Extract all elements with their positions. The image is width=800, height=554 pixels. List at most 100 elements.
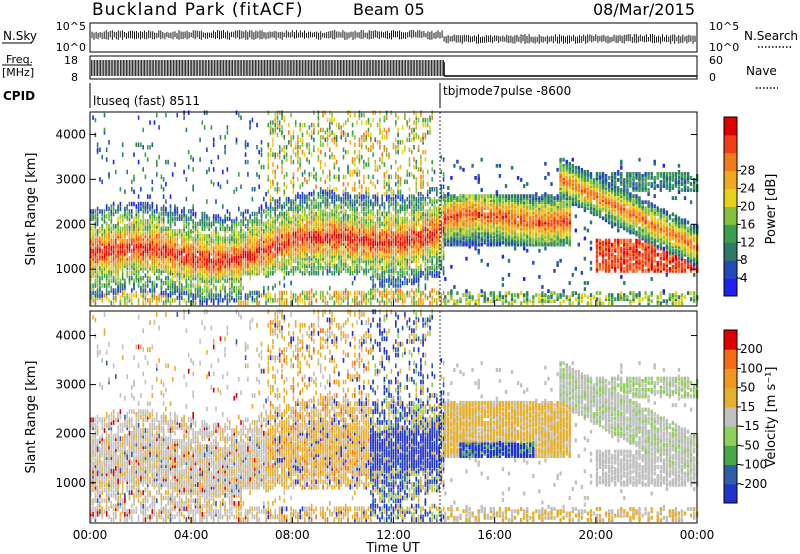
heatmap-cell bbox=[342, 238, 345, 244]
heatmap-cell bbox=[347, 229, 349, 234]
heatmap-cell bbox=[197, 288, 199, 293]
heatmap-cell bbox=[269, 214, 272, 219]
heatmap-cell bbox=[354, 142, 356, 147]
heatmap-cell bbox=[333, 263, 336, 269]
heatmap-cell bbox=[124, 224, 126, 229]
heatmap-cell bbox=[333, 199, 336, 204]
heatmap-cell bbox=[379, 211, 381, 217]
heatmap-cell bbox=[137, 219, 140, 224]
heatmap-cell bbox=[365, 251, 367, 256]
heatmap-cell bbox=[110, 211, 113, 217]
heatmap-cell bbox=[354, 251, 356, 256]
heatmap-cell bbox=[238, 172, 240, 177]
heatmap-cell bbox=[315, 251, 317, 256]
heatmap-cell bbox=[162, 280, 165, 286]
heatmap-cell bbox=[240, 229, 242, 234]
heatmap-cell bbox=[185, 300, 188, 306]
heatmap-cell bbox=[108, 206, 110, 212]
heatmap-cell bbox=[354, 256, 356, 261]
heatmap-cell bbox=[160, 293, 163, 298]
heatmap-cell bbox=[319, 211, 322, 217]
heatmap-cell bbox=[194, 229, 197, 234]
heatmap-cell bbox=[253, 226, 256, 231]
heatmap-cell bbox=[190, 229, 192, 234]
heatmap-cell bbox=[388, 209, 390, 214]
heatmap-cell bbox=[244, 256, 247, 261]
heatmap-cell bbox=[176, 256, 179, 261]
heatmap-cell bbox=[376, 268, 379, 273]
heatmap-cell bbox=[105, 268, 108, 273]
heatmap-cell bbox=[342, 231, 345, 236]
heatmap-cell bbox=[331, 258, 333, 264]
heatmap-cell bbox=[108, 229, 110, 234]
heatmap-cell bbox=[90, 211, 92, 217]
heatmap-cell bbox=[399, 221, 402, 227]
heatmap-cell bbox=[224, 214, 226, 219]
heatmap-cell bbox=[146, 258, 149, 264]
heatmap-cell bbox=[181, 231, 183, 236]
heatmap-cell bbox=[135, 236, 138, 241]
heatmap-cell bbox=[326, 243, 329, 249]
heatmap-cell bbox=[119, 246, 122, 251]
heatmap-cell bbox=[94, 214, 97, 219]
heatmap-cell bbox=[169, 233, 172, 239]
heatmap-cell bbox=[167, 280, 169, 286]
heatmap-cell bbox=[194, 248, 197, 254]
heatmap-cell bbox=[178, 295, 181, 301]
heatmap-cell bbox=[283, 263, 286, 269]
heatmap-cell bbox=[197, 241, 199, 246]
heatmap-cell bbox=[324, 233, 327, 239]
heatmap-cell bbox=[379, 266, 381, 271]
heatmap-cell bbox=[379, 140, 381, 145]
heatmap-cell bbox=[335, 226, 338, 231]
heatmap-cell bbox=[263, 253, 265, 259]
heatmap-cell bbox=[142, 243, 144, 249]
heatmap-cell bbox=[324, 251, 327, 256]
heatmap-cell bbox=[272, 236, 274, 241]
heatmap-cell bbox=[342, 290, 345, 296]
heatmap-cell bbox=[290, 159, 292, 165]
heatmap-cell bbox=[208, 273, 210, 278]
heatmap-cell bbox=[115, 256, 117, 261]
heatmap-cell bbox=[331, 199, 333, 204]
heatmap-cell bbox=[278, 196, 281, 202]
heatmap-cell bbox=[278, 238, 281, 244]
heatmap-cell bbox=[269, 125, 272, 130]
heatmap-cell bbox=[192, 184, 194, 189]
heatmap-cell bbox=[206, 241, 208, 246]
heatmap-cell bbox=[158, 233, 160, 239]
heatmap-cell bbox=[301, 219, 304, 224]
heatmap-cell bbox=[210, 179, 213, 185]
heatmap-cell bbox=[101, 233, 103, 239]
heatmap-cell bbox=[290, 295, 292, 301]
heatmap-cell bbox=[283, 233, 286, 239]
heatmap-cell bbox=[313, 236, 315, 241]
heatmap-cell bbox=[260, 211, 263, 217]
heatmap-cell bbox=[117, 285, 119, 291]
heatmap-cell bbox=[201, 256, 204, 261]
heatmap-cell bbox=[313, 174, 315, 180]
heatmap-cell bbox=[228, 293, 231, 298]
heatmap-cell bbox=[356, 172, 358, 177]
heatmap-cell bbox=[121, 152, 124, 157]
heatmap-cell bbox=[299, 206, 301, 212]
heatmap-cell bbox=[326, 248, 329, 254]
heatmap-cell bbox=[365, 187, 367, 192]
heatmap-cell bbox=[281, 115, 283, 120]
heatmap-cell bbox=[258, 263, 260, 269]
heatmap-cell bbox=[294, 216, 297, 222]
heatmap-cell bbox=[306, 261, 308, 266]
heatmap-cell bbox=[269, 209, 272, 214]
heatmap-cell bbox=[269, 298, 272, 303]
heatmap-cell bbox=[210, 246, 213, 251]
heatmap-cell bbox=[322, 229, 324, 234]
heatmap-cell bbox=[360, 219, 363, 224]
heatmap-cell bbox=[240, 295, 242, 301]
heatmap-cell bbox=[224, 268, 226, 273]
heatmap-cell bbox=[103, 130, 106, 135]
heatmap-cell bbox=[329, 201, 331, 207]
heatmap-cell bbox=[340, 253, 342, 259]
heatmap-cell bbox=[212, 167, 215, 172]
heatmap-cell bbox=[269, 246, 272, 251]
heatmap-cell bbox=[167, 271, 169, 276]
